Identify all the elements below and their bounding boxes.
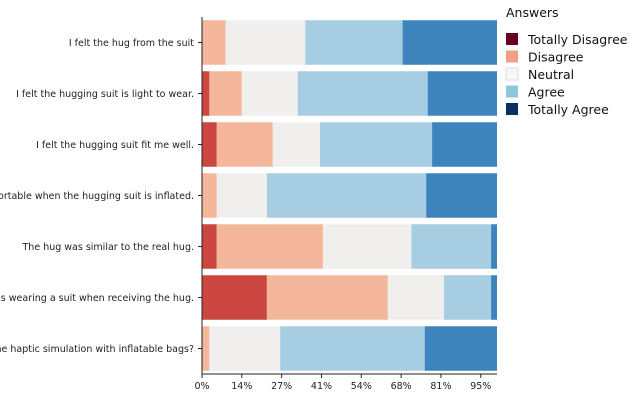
bar-5-totally-agree — [491, 224, 497, 269]
bar-5-neutral — [322, 224, 412, 269]
bar-3-agree — [320, 122, 433, 167]
legend: Answers Totally Disagree Disagree Neutral Ag… — [505, 5, 628, 117]
bar-3-totally-disagree — [202, 122, 217, 167]
bar-5-totally-disagree — [202, 224, 217, 269]
category-label: I felt comfortable when the hugging suit… — [0, 191, 194, 202]
x-tick-label: 14% — [231, 381, 252, 392]
bar-2-disagree — [209, 71, 242, 116]
legend-label-disagree: Disagree — [528, 50, 584, 65]
x-tick-label: 95% — [470, 381, 491, 392]
bar-6-disagree — [266, 275, 388, 320]
bar-1-totally-agree — [402, 20, 497, 65]
x-tick-label: 81% — [430, 381, 451, 392]
bar-3-totally-agree — [432, 122, 497, 167]
category-label: I forgot I was wearing a suit when recei… — [0, 293, 194, 304]
legend-swatch-agree — [506, 85, 518, 98]
x-tick-label: 54% — [351, 381, 372, 392]
category-label: I felt the hugging suit is light to wear… — [16, 89, 194, 100]
category-label: I felt the hug from the suit — [69, 38, 194, 49]
legend-label-totally-agree: Totally Agree — [527, 102, 609, 117]
bar-7-totally-agree — [424, 326, 497, 371]
bar-6-totally-agree — [491, 275, 497, 320]
legend-swatch-totally-agree — [506, 103, 518, 115]
x-tick-label: 0% — [194, 381, 209, 392]
bar-1-agree — [305, 20, 403, 65]
bar-4-neutral — [216, 173, 267, 218]
x-tick-label: 27% — [271, 381, 292, 392]
bar-6-agree — [443, 275, 492, 320]
x-tick-label: 41% — [311, 381, 332, 392]
category-label: The hug was similar to the real hug. — [22, 242, 195, 253]
bar-7-neutral — [209, 326, 281, 371]
bar-5-disagree — [216, 224, 323, 269]
axes: I felt the hug from the suit I felt the h… — [0, 17, 497, 392]
bar-3-neutral — [272, 122, 320, 167]
bar-3-disagree — [216, 122, 273, 167]
legend-swatch-disagree — [506, 50, 518, 63]
bar-4-disagree — [202, 173, 217, 218]
bar-2-totally-agree — [427, 71, 497, 116]
legend-label-agree: Agree — [528, 85, 565, 100]
legend-label-totally-disagree: Totally Disagree — [527, 32, 628, 47]
category-label: I like the haptic simulation with inflat… — [0, 344, 194, 355]
plot-area — [202, 20, 497, 371]
legend-label-neutral: Neutral — [528, 67, 574, 82]
x-tick-label: 68% — [391, 381, 412, 392]
bar-2-agree — [297, 71, 428, 116]
legend-swatch-neutral — [505, 67, 519, 81]
legend-title: Answers — [506, 5, 559, 20]
bar-1-neutral — [225, 20, 306, 65]
bar-6-totally-disagree — [202, 275, 267, 320]
bar-4-agree — [266, 173, 427, 218]
bar-2-totally-disagree — [202, 71, 210, 116]
legend-swatch-totally-disagree — [506, 33, 518, 45]
bar-7-disagree — [202, 326, 210, 371]
bar-1-disagree — [202, 20, 226, 65]
bar-2-neutral — [241, 71, 298, 116]
bar-5-agree — [411, 224, 492, 269]
bar-7-agree — [280, 326, 425, 371]
bar-6-neutral — [387, 275, 444, 320]
category-label: I felt the hugging suit fit me well. — [36, 140, 194, 151]
bar-4-totally-agree — [426, 173, 497, 218]
